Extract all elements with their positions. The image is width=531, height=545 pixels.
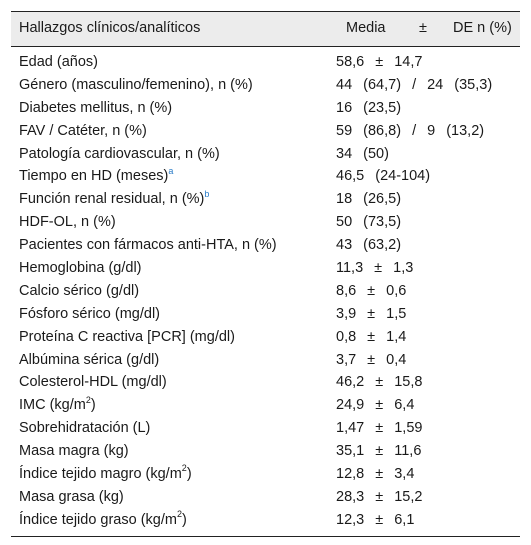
row-label: Género (masculino/femenino), n (%) — [19, 77, 253, 93]
row-label-end: ) — [186, 466, 192, 483]
header-plusminus: ± — [419, 20, 427, 36]
row-label-text: HDF-OL, n (%) — [19, 214, 116, 231]
row-label: HDF-OL, n (%) — [19, 214, 116, 230]
table-row: Género (masculino/femenino), n (%) 44 (64… — [11, 74, 520, 97]
clinical-findings-table: Hallazgos clínicos/analíticos Media ± DE… — [11, 11, 520, 537]
row-label-text: Patología cardiovascular, n (%) — [19, 145, 220, 162]
row-value: 46,2 ± 15,8 — [336, 374, 423, 391]
row-label: Edad (años) — [19, 54, 98, 70]
row-label-text: IMC (kg/m — [19, 397, 86, 414]
table-row: Hemoglobina (g/dl) 11,3 ± 1,3 — [11, 257, 520, 280]
header-mean: Media — [346, 20, 386, 36]
row-value: 58,6 ± 14,7 — [336, 54, 423, 70]
row-label-text: Pacientes con fármacos anti-HTA, n (%) — [19, 237, 277, 254]
header-sd-n-pct: DE n (%) — [453, 20, 512, 36]
row-label: FAV / Catéter, n (%) — [19, 123, 147, 139]
table-row: Albúmina sérica (g/dl) 3,7 ± 0,4 — [11, 349, 520, 372]
table-row: Sobrehidratación (L) 1,47 ± 1,59 — [11, 417, 520, 440]
row-value: 0,8 ± 1,4 — [336, 328, 407, 345]
row-label-text: Proteína C reactiva [PCR] (mg/dl) — [19, 328, 235, 345]
row-label: Proteína C reactiva [PCR] (mg/dl) — [19, 329, 235, 345]
row-label: Calcio sérico (g/dl) — [19, 283, 139, 299]
row-label: Albúmina sérica (g/dl) — [19, 352, 159, 368]
unit-superscript: 2 — [85, 394, 91, 405]
table-row: FAV / Catéter, n (%) 59 (86,8) / 9 (13,2) — [11, 120, 520, 143]
unit-superscript: 2 — [176, 508, 182, 519]
row-label: Fósforo sérico (mg/dl) — [19, 306, 160, 322]
row-label: Hemoglobina (g/dl) — [19, 260, 142, 276]
row-value: 28,3 ± 15,2 — [336, 488, 423, 505]
row-label-text: Género (masculino/femenino), n (%) — [19, 76, 253, 93]
footnote-marker: a — [168, 165, 174, 176]
row-label: Patología cardiovascular, n (%) — [19, 146, 220, 162]
row-label: Masa grasa (kg) — [19, 489, 124, 505]
table-row: Diabetes mellitus, n (%) 16 (23,5) — [11, 97, 520, 120]
row-value: 11,3 ± 1,3 — [336, 260, 414, 277]
row-label-text: Hemoglobina (g/dl) — [19, 260, 142, 277]
table-row: Índice tejido magro (kg/m2) 12,8 ± 3,4 — [11, 463, 520, 486]
row-label-text: Albúmina sérica (g/dl) — [19, 351, 160, 368]
row-label: IMC (kg/m2) — [19, 394, 96, 414]
row-value: 43 (63,2) — [336, 237, 402, 254]
table-row: Masa grasa (kg) 28,3 ± 15,2 — [11, 486, 520, 509]
row-label: Función renal residual, n (%)b — [19, 188, 210, 208]
row-value: 12,3 ± 6,1 — [336, 511, 415, 528]
row-value: 3,7 ± 0,4 — [336, 351, 407, 368]
table-row: Fósforo sérico (mg/dl) 3,9 ± 1,5 — [11, 303, 520, 326]
row-label: Diabetes mellitus, n (%) — [19, 100, 172, 116]
row-value: 50 (73,5) — [336, 214, 402, 231]
unit-superscript: 2 — [181, 463, 187, 474]
table-header: Hallazgos clínicos/analíticos Media ± DE… — [11, 11, 520, 47]
row-label-text: Calcio sérico (g/dl) — [19, 282, 140, 299]
table-row: Índice tejido graso (kg/m2) 12,3 ± 6,1 — [11, 509, 520, 532]
row-value: 8,6 ± 0,6 — [336, 282, 407, 299]
row-label: Índice tejido graso (kg/m2) — [19, 508, 187, 528]
row-label-end: ) — [181, 511, 187, 528]
row-label: Índice tejido magro (kg/m2) — [19, 463, 192, 483]
table-row: IMC (kg/m2) 24,9 ± 6,4 — [11, 394, 520, 417]
row-value: 3,9 ± 1,5 — [336, 305, 407, 322]
row-value: 1,47 ± 1,59 — [336, 420, 423, 437]
row-value: 44 (64,7) / 24 (35,3) — [336, 76, 493, 93]
table-row: Masa magra (kg) 35,1 ± 11,6 — [11, 440, 520, 463]
row-label-text: Edad (años) — [19, 54, 98, 70]
row-label-text: Fósforo sérico (mg/dl) — [19, 305, 161, 322]
table-row: Tiempo en HD (meses)a 46,5 (24-104) — [11, 165, 520, 188]
row-value: 34 (50) — [336, 145, 389, 162]
table-row: Colesterol-HDL (mg/dl) 46,2 ± 15,8 — [11, 371, 520, 394]
table-row: Función renal residual, n (%)b 18 (26,5) — [11, 188, 520, 211]
row-value: 18 (26,5) — [336, 191, 402, 208]
row-label-text: Diabetes mellitus, n (%) — [19, 99, 173, 116]
row-label: Colesterol-HDL (mg/dl) — [19, 374, 167, 390]
table-row: Edad (años) 58,6 ± 14,7 — [11, 51, 520, 74]
row-label-text: FAV / Catéter, n (%) — [19, 122, 147, 139]
row-value: 16 (23,5) — [336, 99, 402, 116]
row-label-text: Masa grasa (kg) — [19, 488, 124, 505]
footnote-marker: b — [204, 188, 210, 199]
header-findings: Hallazgos clínicos/analíticos — [19, 20, 201, 36]
row-value: 12,8 ± 3,4 — [336, 466, 415, 483]
row-label: Pacientes con fármacos anti-HTA, n (%) — [19, 237, 277, 253]
row-label-text: Función renal residual, n (%) — [19, 191, 205, 208]
table-row: Proteína C reactiva [PCR] (mg/dl) 0,8 ± 1… — [11, 326, 520, 349]
row-value: 35,1 ± 11,6 — [336, 443, 422, 460]
row-label-text: Tiempo en HD (meses) — [19, 168, 169, 185]
row-value: 59 (86,8) / 9 (13,2) — [336, 122, 485, 139]
row-label-text: Sobrehidratación (L) — [19, 420, 151, 437]
row-label: Masa magra (kg) — [19, 443, 129, 459]
table-body: Edad (años) 58,6 ± 14,7 Género (masculino/… — [11, 47, 520, 536]
row-label-text: Índice tejido graso (kg/m — [19, 511, 177, 528]
row-label-text: Masa magra (kg) — [19, 443, 129, 460]
table-row: HDF-OL, n (%) 50 (73,5) — [11, 211, 520, 234]
row-label-text: Índice tejido magro (kg/m — [19, 466, 182, 483]
table-row: Calcio sérico (g/dl) 8,6 ± 0,6 — [11, 280, 520, 303]
row-label-end: ) — [90, 397, 96, 414]
row-label: Tiempo en HD (meses)a — [19, 165, 174, 185]
row-value: 46,5 (24-104) — [336, 168, 431, 185]
table-row: Patología cardiovascular, n (%) 34 (50) — [11, 143, 520, 166]
row-label-text: Colesterol-HDL (mg/dl) — [19, 374, 167, 391]
table-row: Pacientes con fármacos anti-HTA, n (%) 43… — [11, 234, 520, 257]
row-value: 24,9 ± 6,4 — [336, 397, 415, 414]
row-label: Sobrehidratación (L) — [19, 420, 150, 436]
